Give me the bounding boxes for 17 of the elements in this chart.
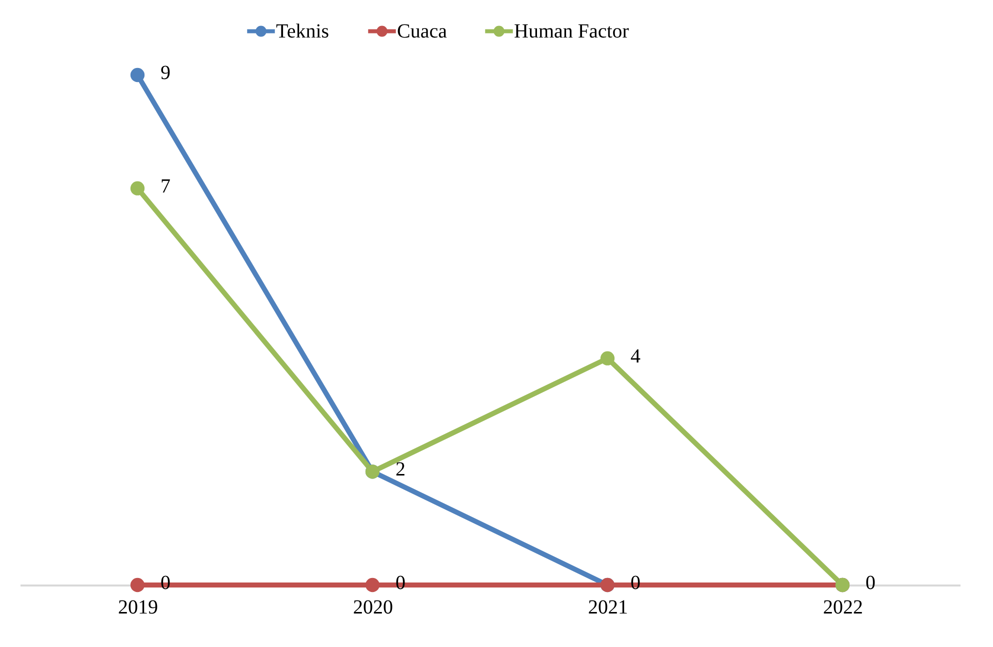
point bbox=[130, 578, 145, 592]
legend-label: Human Factor bbox=[514, 20, 630, 42]
x-tick-label: 2022 bbox=[823, 596, 863, 618]
x-tick-label: 2019 bbox=[118, 596, 158, 618]
data-label: 4 bbox=[630, 345, 640, 368]
data-label: 9 bbox=[160, 62, 170, 84]
x-tick-label: 2020 bbox=[353, 596, 393, 618]
x-tick-label: 2021 bbox=[588, 596, 628, 618]
point bbox=[130, 68, 145, 82]
point bbox=[130, 181, 145, 196]
point bbox=[600, 351, 615, 366]
data-label: 2 bbox=[396, 458, 406, 481]
legend-label: Cuaca bbox=[397, 20, 448, 42]
data-label: 0 bbox=[866, 572, 876, 594]
legend-label: Teknis bbox=[276, 20, 330, 42]
data-label: 7 bbox=[160, 175, 170, 198]
point bbox=[365, 578, 380, 592]
